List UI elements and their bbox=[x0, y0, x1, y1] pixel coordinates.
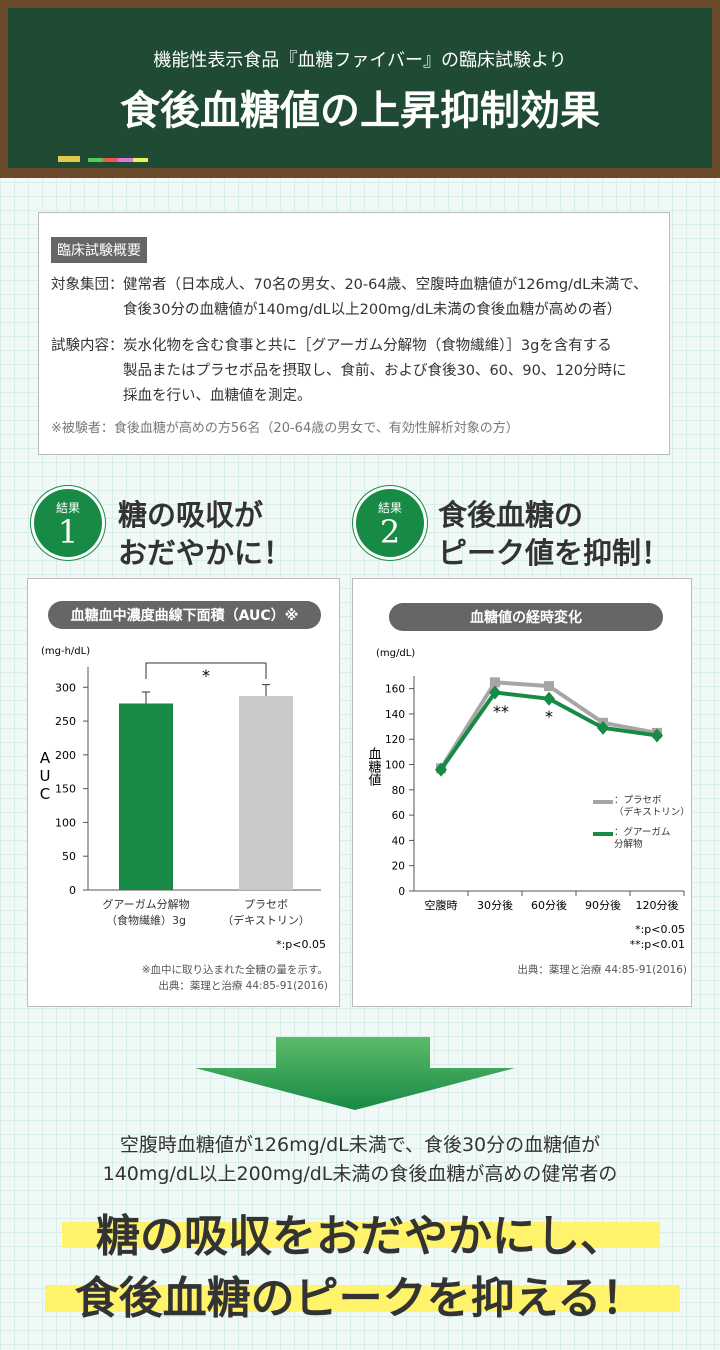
y-axis-label: AUC bbox=[36, 749, 54, 803]
y-tick-label: 100 bbox=[385, 760, 405, 772]
footnote: ※血中に取り込まれた全糖の量を示す。 bbox=[142, 963, 328, 976]
arrow bbox=[195, 1037, 515, 1110]
header-title: 食後血糖値の上昇抑制効果 bbox=[120, 88, 600, 134]
y-tick-label: 150 bbox=[55, 783, 76, 796]
line: 製品またはプラセボ品を摂取し、食前、および食後30、60、90、120分時に bbox=[123, 363, 627, 379]
chalkboard: 機能性表示食品『血糖ファイバー』の臨床試験より 食後血糖値の上昇抑制効果 bbox=[0, 0, 720, 178]
y-tick-label: 120 bbox=[385, 734, 405, 746]
y-tick-label: 80 bbox=[392, 785, 405, 797]
summary-note: ※被験者：食後血糖が高めの方56名（20-64歳の男女で、有効性解析対象の方） bbox=[51, 421, 519, 436]
result-title: 食後血糖の bbox=[438, 498, 584, 532]
legend-label: ：グアーガム 分解物 bbox=[614, 827, 671, 850]
y-tick-label: 160 bbox=[385, 684, 405, 696]
marker bbox=[543, 691, 555, 706]
y-tick-label: 300 bbox=[55, 681, 76, 694]
marker bbox=[489, 685, 501, 700]
bracket bbox=[145, 662, 267, 679]
y-tick-label: 40 bbox=[392, 835, 405, 847]
chart-panel: 血糖値の経時変化 (mg/dL) 血糖値 0 20 40 60 80 100 120 140 160 空… bbox=[352, 578, 692, 1007]
summary-box: 臨床試験概要 対象集団： 健常者（日本成人、70名の男女、20-64歳、空腹時血… bbox=[38, 212, 670, 455]
badge: 結果 2 bbox=[356, 489, 424, 557]
badge-number: 1 bbox=[57, 513, 79, 551]
marker bbox=[490, 677, 500, 688]
note: *:p<0.05 bbox=[276, 938, 326, 951]
footnote: 出典：薬理と治療 44:85-91(2016) bbox=[517, 963, 687, 976]
marker bbox=[544, 681, 554, 692]
summary-label: 臨床試験概要 bbox=[51, 237, 147, 263]
x-tick-label: 120分後 bbox=[636, 898, 679, 912]
note: **:p<0.01 bbox=[630, 938, 685, 951]
axis-unit: (mg/dL) bbox=[376, 648, 415, 659]
y-tick-label: 140 bbox=[385, 709, 405, 721]
x-tick-label: 空腹時 bbox=[425, 898, 458, 912]
badge-label: 結果 bbox=[377, 501, 402, 515]
badge-label: 結果 bbox=[55, 501, 80, 515]
headline: 食後血糖のピークを抑える！ bbox=[74, 1273, 646, 1324]
legend-label: ：プラセボ （デキストリン） bbox=[614, 795, 690, 818]
conclusion-line: 140mg/dL以上200mg/dL未満の食後血糖が高めの健常者の bbox=[102, 1163, 618, 1185]
title-pill bbox=[48, 601, 321, 629]
error-bar bbox=[262, 684, 270, 697]
badge: 結果 1 bbox=[34, 489, 102, 557]
axis-unit: (mg-h/dL) bbox=[41, 646, 90, 657]
y-tick-label: 20 bbox=[392, 861, 405, 873]
note: *:p<0.05 bbox=[635, 923, 685, 936]
x-tick-label: 30分後 bbox=[477, 898, 513, 912]
y-tick-label: 200 bbox=[55, 749, 76, 762]
marker bbox=[597, 720, 609, 735]
term: 試験内容： bbox=[51, 338, 124, 354]
headline: 糖の吸収をおだやかにし、 bbox=[96, 1211, 624, 1262]
chart: 血糖値の経時変化 (mg/dL) 血糖値 0 20 40 60 80 100 120 140 160 空… bbox=[366, 603, 687, 976]
annotation: ** bbox=[493, 702, 509, 721]
badge-number: 2 bbox=[379, 513, 401, 551]
chart-title: 血糖値の経時変化 bbox=[470, 609, 582, 626]
chart-title: 血糖血中濃度曲線下面積（AUC）※ bbox=[71, 607, 299, 624]
result-title: おだやかに！ bbox=[118, 536, 293, 570]
bar bbox=[119, 703, 173, 890]
line: 採血を行い、血糖値を測定。 bbox=[123, 388, 312, 404]
result-title: 糖の吸収が bbox=[118, 498, 264, 532]
term: 対象集団： bbox=[51, 277, 124, 293]
result-title: ピーク値を抑制！ bbox=[438, 536, 671, 570]
line: 炭水化物を含む食事と共に［グアーガム分解物（食物繊維）］3gを含有する bbox=[123, 338, 612, 354]
chart: 血糖血中濃度曲線下面積（AUC）※ (mg-h/dL) AUC 0 50 100 150 20… bbox=[36, 601, 328, 992]
y-axis-label: 血糖値 bbox=[366, 747, 382, 786]
title-pill bbox=[389, 603, 663, 631]
chart-panel: 血糖血中濃度曲線下面積（AUC）※ (mg-h/dL) AUC 0 50 100 150 20… bbox=[27, 578, 340, 1007]
footnote: 出典：薬理と治療 44:85-91(2016) bbox=[158, 979, 328, 992]
y-tick-label: 0 bbox=[69, 884, 76, 897]
error-bar bbox=[142, 691, 150, 704]
y-tick-label: 100 bbox=[55, 816, 76, 829]
y-tick-label: 0 bbox=[398, 886, 405, 898]
annotation: * bbox=[545, 707, 553, 726]
annotation: * bbox=[202, 666, 210, 685]
line: 健常者（日本成人、70名の男女、20-64歳、空腹時血糖値が126mg/dL未満… bbox=[123, 277, 648, 293]
x-tick-label: 90分後 bbox=[585, 898, 621, 912]
conclusion-line: 空腹時血糖値が126mg/dL未満で、食後30分の血糖値が bbox=[119, 1134, 601, 1156]
header-subtitle: 機能性表示食品『血糖ファイバー』の臨床試験より bbox=[153, 50, 567, 71]
marker bbox=[435, 762, 447, 777]
y-tick-label: 60 bbox=[392, 810, 405, 822]
y-tick-label: 250 bbox=[55, 715, 76, 728]
x-tick-label: プラセボ （デキストリン） bbox=[222, 898, 310, 927]
marker bbox=[651, 728, 663, 743]
bar bbox=[239, 696, 293, 890]
line: 食後30分の血糖値が140mg/dL以上200mg/dL未満の食後血糖が高めの者… bbox=[123, 302, 622, 318]
y-tick-label: 50 bbox=[62, 850, 76, 863]
x-tick-label: 60分後 bbox=[531, 898, 567, 912]
x-tick-label: グアーガム分解物 （食物繊維）3g bbox=[102, 898, 190, 927]
